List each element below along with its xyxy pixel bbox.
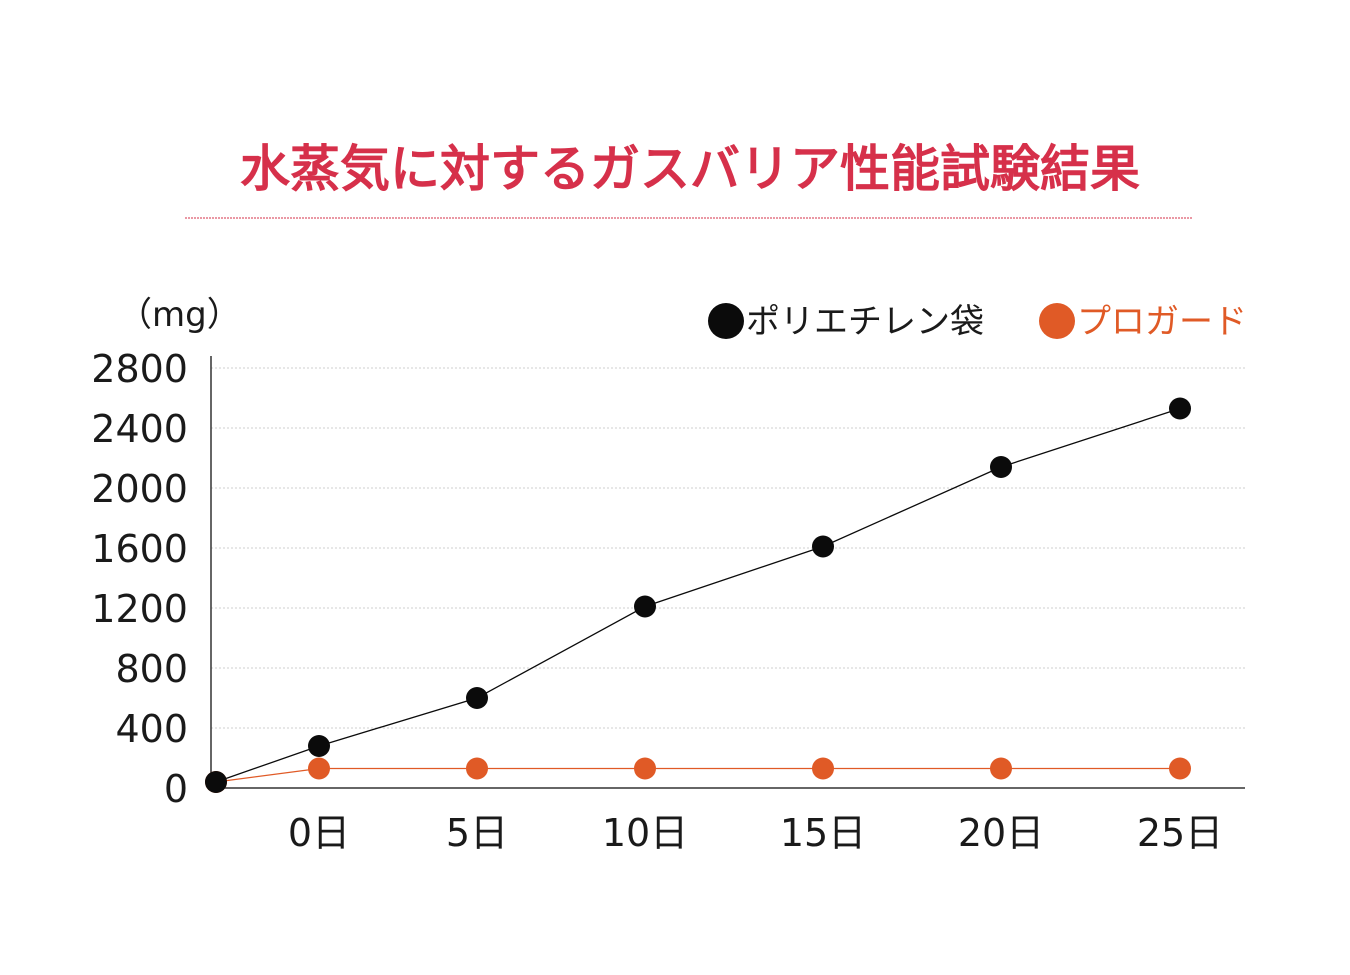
data-point-proguard — [1169, 757, 1191, 780]
y-tick-label: 0 — [164, 767, 188, 811]
grid-layer — [211, 367, 1245, 729]
series-layer — [205, 397, 1191, 793]
series-line-proguard — [215, 767, 1180, 783]
legend-marker-polyethylene — [708, 303, 744, 339]
y-tick-label: 2800 — [91, 347, 188, 391]
data-point-polyethylene — [466, 687, 488, 709]
x-tick-label: 0日 — [288, 811, 350, 855]
legend-layer: ポリエチレン袋 プロガード — [708, 302, 1247, 342]
origin-point-polyethylene — [205, 771, 227, 793]
data-point-proguard — [990, 757, 1012, 780]
y-axis-unit: （mg） — [118, 295, 241, 335]
data-point-proguard — [634, 757, 656, 780]
x-tick-label: 10日 — [602, 811, 688, 855]
y-tick-label: 2000 — [91, 467, 188, 511]
data-point-polyethylene — [634, 595, 656, 618]
y-tick-label: 1600 — [91, 527, 188, 571]
data-point-proguard — [466, 757, 488, 780]
axis-layer — [210, 356, 1245, 789]
data-point-polyethylene — [990, 456, 1012, 478]
x-tick-label: 20日 — [958, 811, 1044, 855]
tick-layer: 0 400 800 1200 1600 2000 2400 2800 0日 5日 10日 15日 20日… — [91, 347, 1223, 855]
data-point-proguard — [812, 757, 834, 780]
y-tick-label: 800 — [115, 647, 188, 691]
y-tick-label: 400 — [115, 707, 188, 751]
legend-label-polyethylene: ポリエチレン袋 — [746, 302, 984, 342]
chart-title: 水蒸気に対するガスバリア性能試験結果 — [240, 140, 1140, 198]
x-tick-label: 15日 — [780, 811, 866, 855]
y-tick-label: 1200 — [91, 587, 188, 631]
x-tick-label: 5日 — [446, 811, 508, 855]
legend-label-proguard: プロガード — [1077, 302, 1247, 342]
data-point-proguard — [308, 757, 330, 780]
legend-marker-proguard — [1039, 303, 1075, 339]
y-tick-label: 2400 — [91, 407, 188, 451]
x-tick-label: 25日 — [1137, 811, 1223, 855]
data-point-polyethylene — [308, 735, 330, 757]
data-point-polyethylene — [1169, 397, 1191, 420]
data-point-polyethylene — [812, 535, 834, 558]
series-line-polyethylene — [215, 407, 1181, 783]
